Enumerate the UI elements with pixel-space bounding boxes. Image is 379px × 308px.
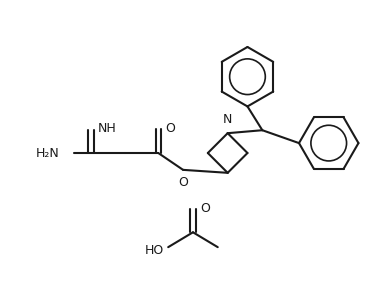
- Text: NH: NH: [98, 122, 117, 135]
- Text: O: O: [178, 176, 188, 189]
- Text: HO: HO: [145, 244, 164, 257]
- Text: O: O: [200, 202, 210, 215]
- Text: H₂N: H₂N: [35, 147, 59, 160]
- Text: N: N: [223, 113, 232, 126]
- Text: O: O: [165, 122, 175, 135]
